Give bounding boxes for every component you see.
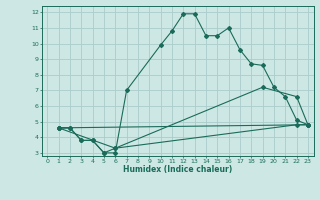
- X-axis label: Humidex (Indice chaleur): Humidex (Indice chaleur): [123, 165, 232, 174]
